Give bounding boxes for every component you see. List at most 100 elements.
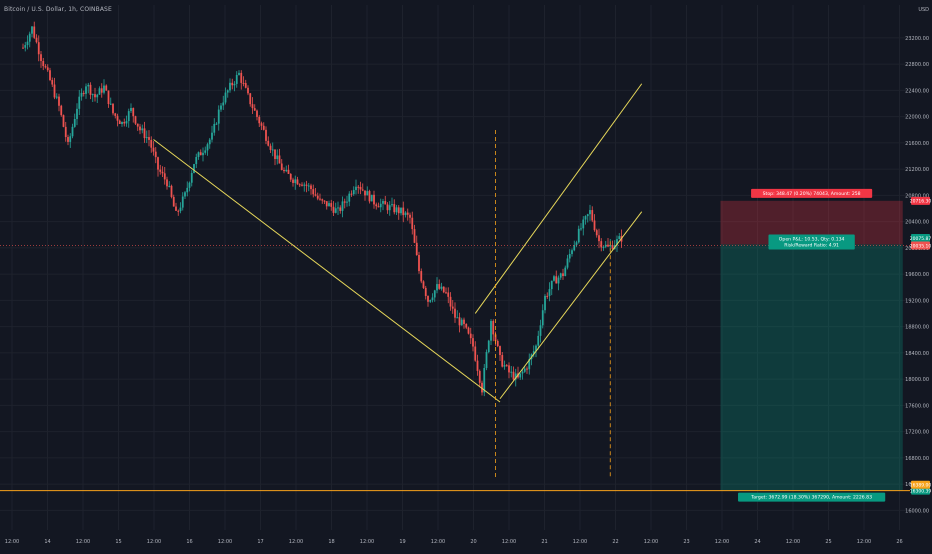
candle-body xyxy=(325,201,328,207)
candle-body xyxy=(170,185,173,197)
candle-body xyxy=(181,196,184,208)
candle-body xyxy=(161,171,164,174)
candle-body xyxy=(244,83,247,88)
x-tick-label: 26 xyxy=(896,539,902,545)
x-tick-label: 12:00 xyxy=(431,539,445,545)
candle-body xyxy=(130,108,132,112)
candle-body xyxy=(332,206,335,213)
candles-layer xyxy=(22,21,623,397)
candle-body xyxy=(526,368,528,370)
candle-body xyxy=(496,341,499,347)
candle-body xyxy=(391,204,393,206)
x-tick-label: 12:00 xyxy=(715,539,729,545)
falling-wedge-left[interactable] xyxy=(153,139,501,403)
candle-body xyxy=(501,355,504,367)
candle-body xyxy=(222,102,225,106)
candle-body xyxy=(553,276,555,281)
stop-price-tag: 20716.30 xyxy=(910,196,932,205)
candle-body xyxy=(134,116,137,124)
candle-body xyxy=(49,70,51,81)
candle-body xyxy=(568,253,571,259)
candle-body xyxy=(404,212,407,216)
candle-body xyxy=(44,66,47,68)
candle-body xyxy=(499,346,501,356)
candle-body xyxy=(595,230,598,236)
candle-body xyxy=(87,84,90,87)
x-tick-label: 12:00 xyxy=(573,539,587,545)
candle-body xyxy=(206,144,209,151)
stop-label[interactable]: Stop: 348.47 (0.20%) 74043, Amount: 258 xyxy=(751,188,873,198)
candle-body xyxy=(454,308,456,318)
drawings-layer xyxy=(0,83,910,492)
axes-layer: 23200.00 22800.00 22400.00 22000.00 21600.00… xyxy=(5,7,932,545)
candle-body xyxy=(445,292,447,294)
candle-body xyxy=(296,179,299,185)
x-tick-label: 14 xyxy=(44,539,50,545)
x-tick-label: 20 xyxy=(470,539,476,545)
candle-body xyxy=(433,290,436,298)
candle-body xyxy=(541,310,544,326)
candle-body xyxy=(60,105,63,116)
channel-lower[interactable] xyxy=(499,211,643,400)
candle-body xyxy=(377,206,380,208)
x-tick-label: 23 xyxy=(683,539,689,545)
candle-body xyxy=(292,179,294,183)
candle-body xyxy=(269,145,272,150)
stop-price-tag-text: 20716.30 xyxy=(910,199,932,205)
candle-body xyxy=(402,207,405,216)
candle-body xyxy=(591,210,594,221)
candle-body xyxy=(350,193,353,195)
candle-body xyxy=(289,173,292,180)
candle-body xyxy=(492,320,495,335)
candle-body xyxy=(550,280,553,290)
candle-body xyxy=(226,90,229,93)
current-price-tag: 20035.10 xyxy=(910,241,931,250)
candle-body xyxy=(521,371,524,374)
candle-body xyxy=(195,156,198,165)
candle-body xyxy=(456,317,459,319)
candle-body xyxy=(346,201,348,203)
candle-body xyxy=(523,368,526,372)
candle-body xyxy=(343,201,346,203)
y-tick-label: 19600.00 xyxy=(905,272,929,278)
candle-body xyxy=(580,228,582,230)
support-price-tag-bg xyxy=(911,480,930,489)
y-tick-label: 16800.00 xyxy=(905,456,929,462)
x-tick-label: 24 xyxy=(754,539,760,545)
candle-body xyxy=(618,236,621,240)
candle-body xyxy=(283,169,285,172)
candle-body xyxy=(298,184,301,186)
candle-body xyxy=(355,186,357,191)
channel-upper[interactable] xyxy=(474,83,643,314)
candle-body xyxy=(449,296,452,307)
candle-body xyxy=(235,74,238,84)
take-profit-zone[interactable] xyxy=(720,244,903,491)
candle-body xyxy=(143,128,146,139)
y-tick-label: 21600.00 xyxy=(905,141,929,147)
candle-body xyxy=(571,250,573,254)
candle-body xyxy=(406,212,409,215)
candle-body xyxy=(163,173,166,180)
candle-body xyxy=(586,214,589,217)
candle-body xyxy=(278,155,281,164)
candle-body xyxy=(76,108,78,119)
candle-body xyxy=(400,207,402,214)
candle-body xyxy=(127,111,130,122)
candle-body xyxy=(139,126,141,131)
y-tick-label: 21200.00 xyxy=(905,167,929,173)
candle-body xyxy=(427,295,429,302)
candle-body xyxy=(483,367,486,393)
candle-body xyxy=(204,150,207,153)
support-price-tag-text: 16389.00 xyxy=(910,483,932,489)
candle-body xyxy=(337,207,339,209)
candle-body xyxy=(208,139,211,145)
candle-body xyxy=(544,295,546,311)
candle-body xyxy=(148,137,150,140)
candle-body xyxy=(98,88,101,95)
target-label[interactable]: Target: 3672.99 (18.30%) 367290, Amount:… xyxy=(738,492,886,502)
candle-body xyxy=(611,244,614,249)
candle-body xyxy=(168,185,171,187)
